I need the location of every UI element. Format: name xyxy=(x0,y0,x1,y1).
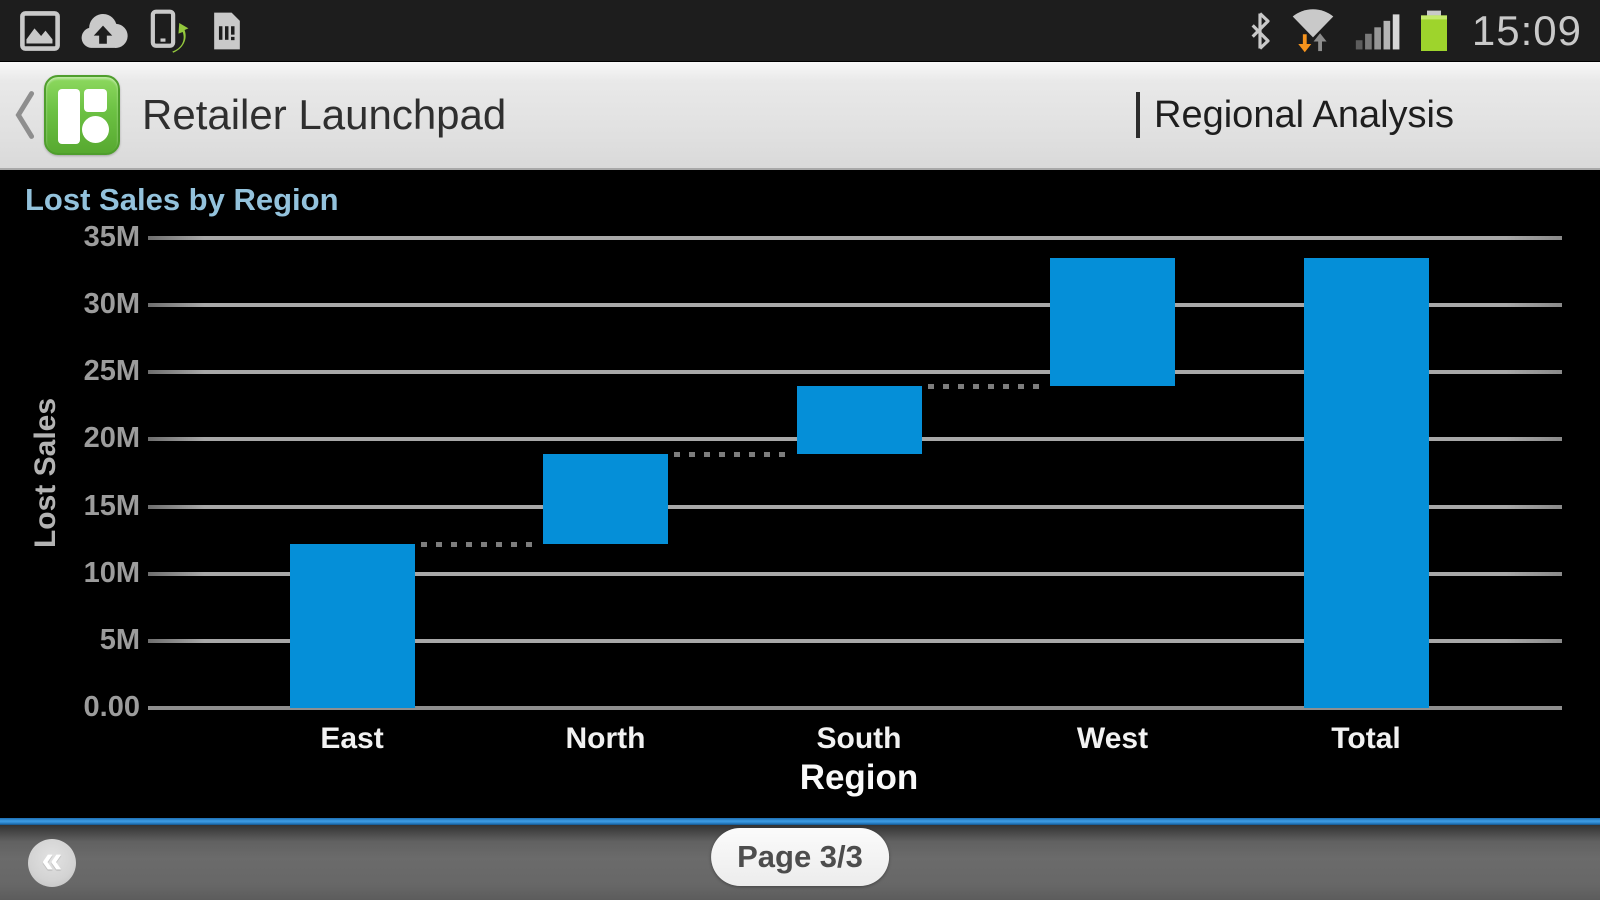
status-bar-right: 15:09 xyxy=(1248,7,1582,55)
page-indicator-label: Page 3/3 xyxy=(737,839,863,874)
smart-network-icon xyxy=(144,9,190,53)
footer-accent-line xyxy=(0,818,1600,825)
bar-total[interactable] xyxy=(1303,258,1429,708)
y-axis-title: Lost Sales xyxy=(29,397,62,549)
signal-icon xyxy=(1354,10,1402,52)
y-tick-label-0.00: 0.00 xyxy=(83,691,140,723)
double-chevron-left-icon: « xyxy=(41,838,63,881)
gridline-10M xyxy=(148,571,1562,576)
chart-section: Lost Sales by Region 0.00 5M 10M 15M 20M 25M 3… xyxy=(0,170,1600,818)
title-separator xyxy=(1136,92,1141,138)
y-tick-label-30M: 30M xyxy=(83,288,140,321)
x-tick-label-west: West xyxy=(1076,722,1149,755)
app-logo-icon[interactable] xyxy=(44,75,120,155)
gridline-15M xyxy=(148,504,1562,509)
back-chevron-icon[interactable] xyxy=(10,87,40,143)
gridline-25M xyxy=(148,370,1562,375)
sim-alert-icon xyxy=(206,9,248,53)
status-bar: 15:09 xyxy=(0,0,1600,62)
logo-bar-shape xyxy=(58,89,80,144)
gallery-icon xyxy=(18,9,62,53)
status-time: 15:09 xyxy=(1471,6,1582,54)
waterfall-connector-east xyxy=(420,542,537,548)
waterfall-chart: 0.00 5M 10M 15M 20M 25M 30M 35M Lost Sales East No… xyxy=(0,170,1600,818)
x-tick-label-north: North xyxy=(565,722,646,755)
y-tick-label-5M: 5M xyxy=(99,623,140,656)
gridline-30M xyxy=(148,303,1562,308)
bar-north[interactable] xyxy=(543,454,668,545)
bar-south[interactable] xyxy=(796,385,922,455)
y-tick-label-35M: 35M xyxy=(83,221,140,253)
app-header: Retailer Launchpad Regional Analysis xyxy=(0,62,1600,170)
bar-west[interactable] xyxy=(1050,258,1175,386)
gridline-0.00 xyxy=(148,706,1562,710)
bluetooth-icon xyxy=(1248,11,1272,51)
gridline-35M xyxy=(148,236,1562,240)
logo-circle-shape xyxy=(82,116,109,143)
y-tick-label-15M: 15M xyxy=(83,489,140,522)
logo-square-shape xyxy=(84,89,107,112)
y-tick-label-25M: 25M xyxy=(83,355,140,388)
x-axis-title: Region xyxy=(799,758,919,797)
wifi-icon xyxy=(1288,8,1338,53)
page-title: Regional Analysis xyxy=(1154,93,1454,136)
y-tick-label-20M: 20M xyxy=(83,422,140,455)
waterfall-connector-south xyxy=(927,383,1044,389)
cloud-upload-icon xyxy=(78,9,128,53)
x-tick-label-south: South xyxy=(816,722,902,755)
battery-icon xyxy=(1418,9,1450,53)
page-indicator[interactable]: Page 3/3 xyxy=(711,828,889,886)
x-tick-label-total: Total xyxy=(1331,722,1401,755)
footer-bar: « Page 3/3 xyxy=(0,825,1600,900)
previous-page-button[interactable]: « xyxy=(28,838,76,887)
app-title: Retailer Launchpad xyxy=(142,91,507,138)
bar-east[interactable] xyxy=(289,544,415,708)
x-tick-label-east: East xyxy=(320,722,384,755)
y-tick-label-10M: 10M xyxy=(83,556,140,589)
waterfall-connector-north xyxy=(674,452,791,458)
header-right: Regional Analysis xyxy=(1136,62,1454,168)
gridline-5M xyxy=(148,638,1562,643)
status-bar-left xyxy=(18,9,248,53)
header-left: Retailer Launchpad xyxy=(10,75,506,155)
chart-title: Lost Sales by Region xyxy=(25,182,339,217)
